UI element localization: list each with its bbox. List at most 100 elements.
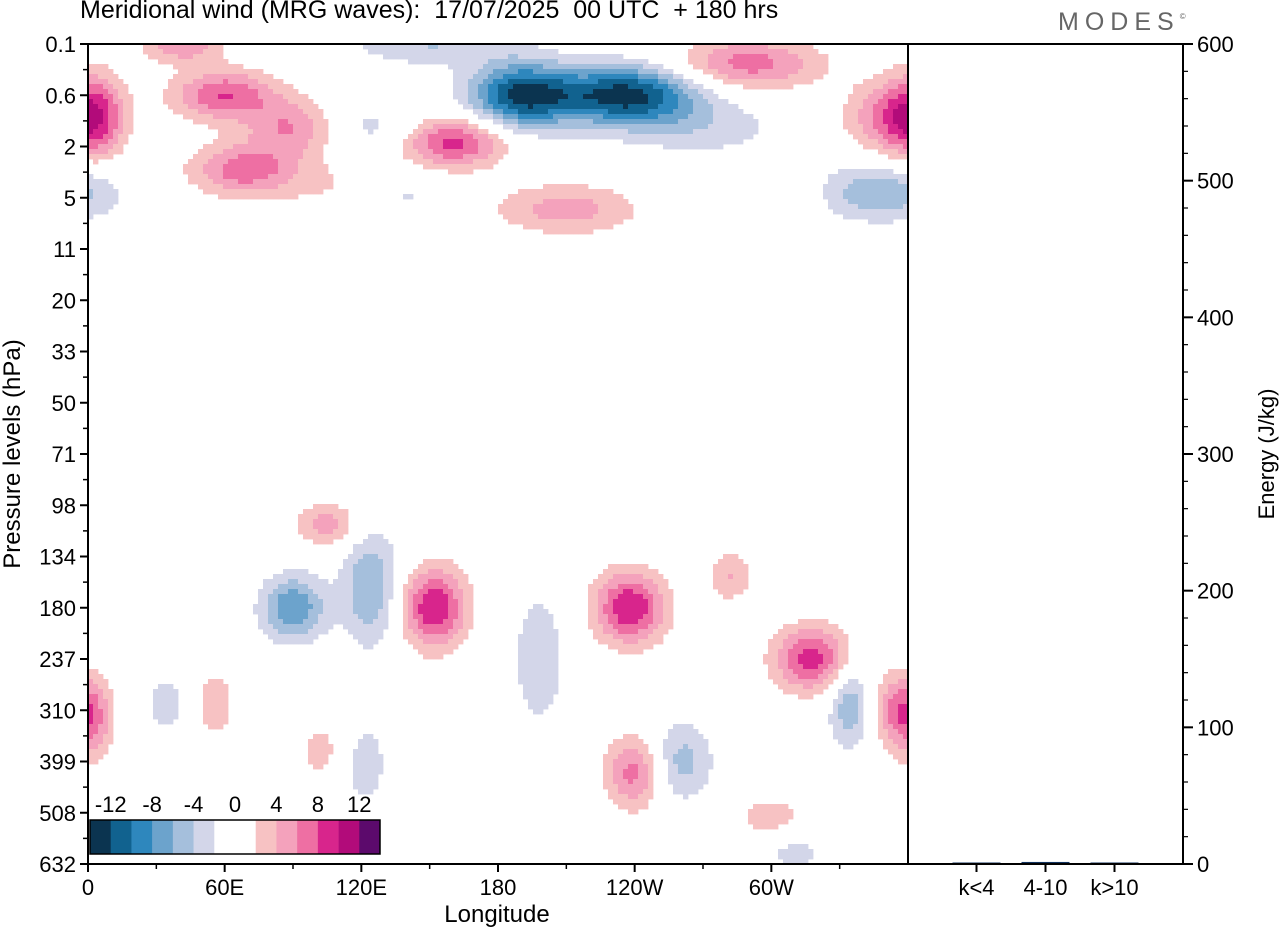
heatmap-cell xyxy=(368,539,374,545)
heatmap-cell xyxy=(483,69,489,75)
heatmap-cell xyxy=(218,704,224,710)
heatmap-cell xyxy=(893,174,899,180)
heatmap-cell xyxy=(653,114,659,120)
heatmap-cell xyxy=(483,64,489,70)
heatmap-cell xyxy=(423,124,429,130)
heatmap-cell xyxy=(843,634,849,640)
heatmap-cell xyxy=(558,219,564,225)
heatmap-cell xyxy=(588,624,594,630)
heatmap-cell xyxy=(818,674,824,680)
heatmap-cell xyxy=(633,759,639,765)
heatmap-cell xyxy=(208,184,214,190)
heatmap-cell xyxy=(498,109,504,115)
heatmap-cell xyxy=(808,619,814,625)
heatmap-cell xyxy=(103,119,109,125)
heatmap-cell xyxy=(888,699,894,705)
heatmap-cell xyxy=(533,629,539,635)
heatmap-cell xyxy=(713,109,719,115)
heatmap-cell xyxy=(558,104,564,110)
heatmap-cell xyxy=(193,59,199,65)
heatmap-cell xyxy=(628,809,634,815)
heatmap-cell xyxy=(178,84,184,90)
heatmap-cell xyxy=(503,64,509,70)
heatmap-cell xyxy=(453,149,459,155)
colorbar-swatch xyxy=(338,820,360,854)
heatmap-cell xyxy=(243,134,249,140)
heatmap-cell xyxy=(293,94,299,100)
heatmap-cell xyxy=(473,134,479,140)
y-tick-label: 5 xyxy=(64,186,76,211)
heatmap-cell xyxy=(778,804,784,810)
heatmap-cell xyxy=(278,169,284,175)
heatmap-cell xyxy=(238,64,244,70)
heatmap-cell xyxy=(608,754,614,760)
heatmap-cell xyxy=(308,149,314,155)
heatmap-cell xyxy=(548,644,554,650)
heatmap-cell xyxy=(453,564,459,570)
heatmap-cell xyxy=(178,49,184,55)
heatmap-cell xyxy=(298,594,304,600)
heatmap-cell xyxy=(828,714,834,720)
heatmap-cell xyxy=(318,114,324,120)
heatmap-cell xyxy=(448,164,454,170)
heatmap-cell xyxy=(578,104,584,110)
heatmap-cell xyxy=(103,194,109,200)
heatmap-cell xyxy=(453,614,459,620)
heatmap-cell xyxy=(113,74,119,80)
heatmap-cell xyxy=(878,94,884,100)
heatmap-cell xyxy=(668,624,674,630)
heatmap-cell xyxy=(363,769,369,775)
heatmap-cell xyxy=(203,709,209,715)
heatmap-cell xyxy=(348,584,354,590)
heatmap-cell xyxy=(523,219,529,225)
heatmap-cell xyxy=(633,59,639,65)
heatmap-cell xyxy=(268,149,274,155)
heatmap-cell xyxy=(613,114,619,120)
heatmap-cell xyxy=(728,129,734,135)
heatmap-cell xyxy=(743,54,749,60)
heatmap-cell xyxy=(253,194,259,200)
heatmap-cell xyxy=(328,609,334,615)
heatmap-cell xyxy=(888,724,894,730)
heatmap-cell xyxy=(483,114,489,120)
heatmap-cell xyxy=(393,54,399,60)
heatmap-cell xyxy=(258,94,264,100)
heatmap-cell xyxy=(173,84,179,90)
heatmap-cell xyxy=(803,684,809,690)
heatmap-cell xyxy=(313,144,319,150)
heatmap-cell xyxy=(538,654,544,660)
heatmap-cell xyxy=(893,189,899,195)
heatmap-cell xyxy=(858,109,864,115)
heatmap-cell xyxy=(628,564,634,570)
heatmap-cell xyxy=(838,699,844,705)
heatmap-cell xyxy=(258,184,264,190)
heatmap-cell xyxy=(628,649,634,655)
heatmap-cell xyxy=(783,64,789,70)
heatmap-cell xyxy=(608,784,614,790)
heatmap-cell xyxy=(293,574,299,580)
heatmap-cell xyxy=(353,759,359,765)
heatmap-cell xyxy=(308,119,314,125)
heatmap-cell xyxy=(738,64,744,70)
heatmap-cell xyxy=(488,99,494,105)
heatmap-cell xyxy=(533,79,539,85)
heatmap-cell xyxy=(893,149,899,155)
heatmap-cell xyxy=(528,204,534,210)
heatmap-cell xyxy=(858,169,864,175)
heatmap-cell xyxy=(643,99,649,105)
heatmap-cell xyxy=(688,754,694,760)
heatmap-cell xyxy=(628,599,634,605)
heatmap-cell xyxy=(248,149,254,155)
heatmap-cell xyxy=(538,134,544,140)
heatmap-cell xyxy=(593,589,599,595)
heatmap-cell xyxy=(423,584,429,590)
heatmap-cell xyxy=(653,89,659,95)
heatmap-cell xyxy=(593,209,599,215)
heatmap-cell xyxy=(468,594,474,600)
heatmap-cell xyxy=(288,619,294,625)
heatmap-cell xyxy=(778,79,784,85)
heatmap-cell xyxy=(443,139,449,145)
heatmap-cell xyxy=(438,124,444,130)
heatmap-cell xyxy=(538,679,544,685)
heatmap-cell xyxy=(558,204,564,210)
